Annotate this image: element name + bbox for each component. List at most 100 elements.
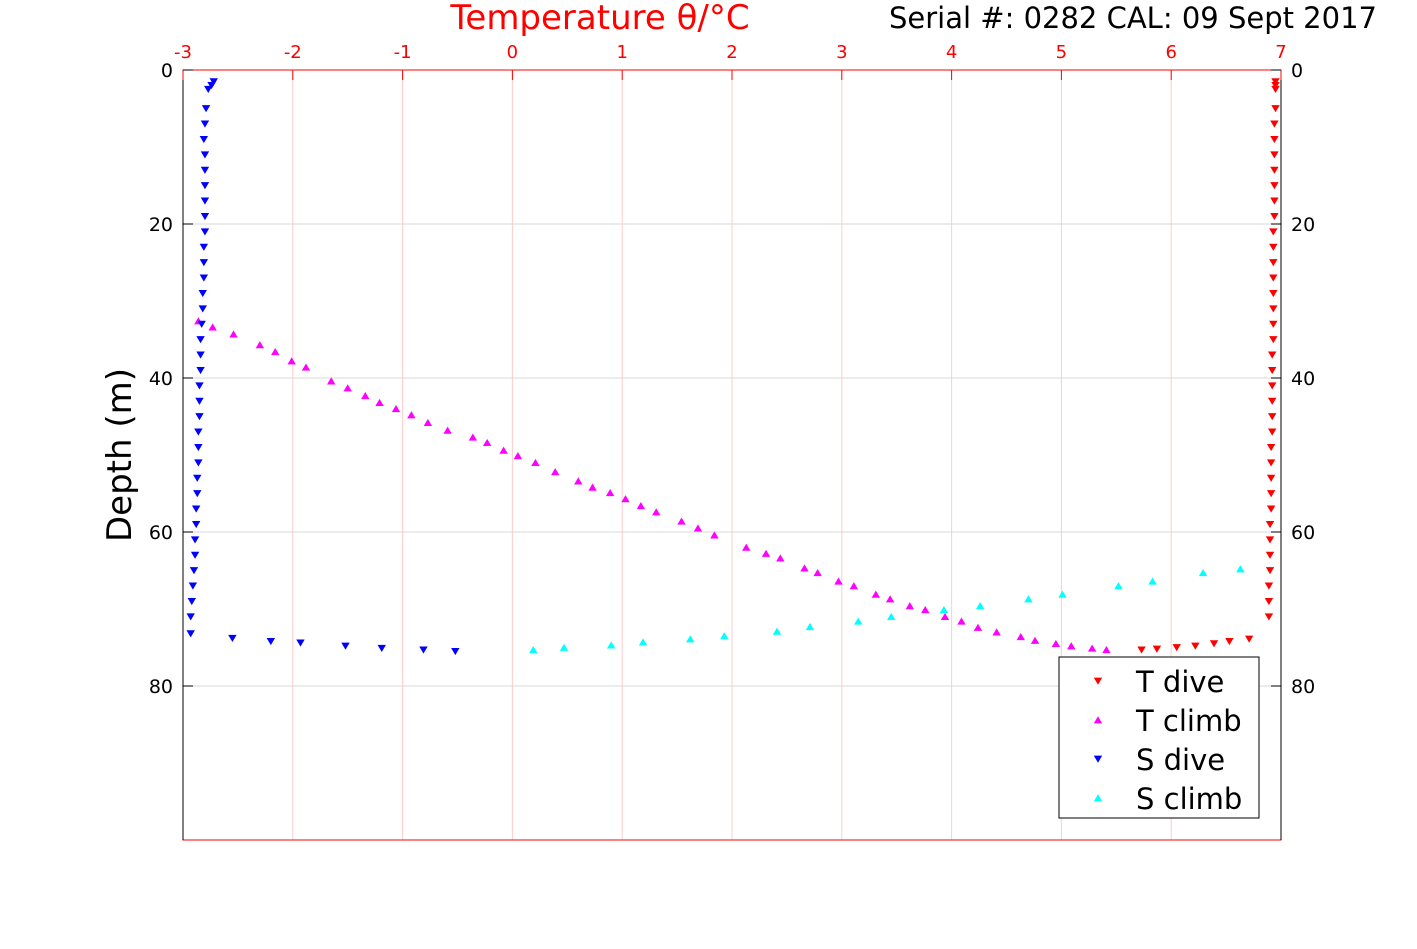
point-t-dive <box>1268 382 1277 390</box>
point-t-climb <box>813 569 822 577</box>
point-s-dive <box>266 637 276 646</box>
point-s-dive <box>200 212 210 221</box>
y-axis-label: Depth (m) <box>100 368 140 542</box>
point-s-dive <box>190 551 200 559</box>
point-t-dive <box>1271 78 1280 86</box>
point-t-dive <box>1266 459 1276 467</box>
y-tick-label-left: 60 <box>149 522 173 544</box>
point-t-dive <box>1152 645 1162 653</box>
chart-title: Temperature θ/°C <box>449 0 749 38</box>
point-t-climb <box>776 554 785 562</box>
legend: T dive T climb S dive S climb <box>1058 656 1260 819</box>
point-t-climb <box>940 612 950 621</box>
x-tick-label: 4 <box>946 42 957 63</box>
point-t-climb <box>574 477 583 485</box>
point-s-dive <box>199 243 209 251</box>
point-t-climb <box>1051 639 1061 648</box>
y-tick-label-right: 60 <box>1291 522 1315 544</box>
point-t-climb <box>605 488 615 497</box>
point-s-dive <box>193 490 202 498</box>
point-t-climb <box>957 617 966 625</box>
point-s-climb <box>1058 590 1067 598</box>
point-t-dive <box>1209 640 1219 648</box>
point-s-dive <box>189 567 199 575</box>
x-tick-label: 2 <box>726 42 737 63</box>
legend-marker-t-climb <box>1093 716 1103 724</box>
point-t-dive <box>1270 135 1279 144</box>
point-t-dive <box>1268 351 1277 359</box>
point-s-dive <box>377 644 386 653</box>
point-t-climb <box>343 384 352 392</box>
point-t-dive <box>1264 582 1274 590</box>
point-s-dive <box>196 351 205 359</box>
point-t-climb <box>677 517 686 525</box>
point-t-dive <box>1266 443 1276 452</box>
point-t-climb <box>588 483 597 491</box>
legend-label-s-dive: S dive <box>1136 743 1225 777</box>
point-s-dive <box>209 78 218 86</box>
point-t-dive <box>1137 646 1146 654</box>
point-t-dive <box>1265 536 1275 544</box>
point-t-dive <box>1191 642 1200 650</box>
point-t-dive <box>1270 212 1279 221</box>
point-t-climb <box>482 438 492 447</box>
legend-label-t-climb: T climb <box>1135 704 1242 738</box>
point-s-dive <box>195 382 204 390</box>
point-s-dive <box>194 428 203 436</box>
legend-marker-s-dive <box>1093 755 1103 763</box>
point-t-climb <box>271 348 280 356</box>
point-s-dive <box>188 582 198 590</box>
point-s-dive <box>195 397 204 405</box>
point-s-dive <box>419 646 428 654</box>
point-t-climb <box>905 602 915 610</box>
point-t-dive <box>1271 105 1280 113</box>
y-tick-label-left: 40 <box>149 368 173 390</box>
point-t-dive <box>1172 644 1181 652</box>
point-t-climb <box>871 590 881 598</box>
point-t-dive <box>1269 289 1278 298</box>
point-t-climb <box>468 433 478 441</box>
point-s-dive <box>200 166 210 174</box>
point-t-climb <box>423 418 433 427</box>
x-tick-label: -3 <box>174 42 192 63</box>
point-s-climb <box>1114 582 1123 590</box>
point-s-climb <box>887 612 896 621</box>
point-t-dive <box>1266 474 1276 482</box>
point-t-dive <box>1269 336 1278 344</box>
point-s-climb <box>854 617 863 625</box>
point-s-climb <box>686 635 695 643</box>
point-t-climb <box>391 405 401 413</box>
point-t-dive <box>1265 551 1275 559</box>
point-t-dive <box>1265 567 1275 575</box>
point-t-dive <box>1270 182 1279 190</box>
point-s-dive <box>296 639 305 647</box>
y-tick-label-left: 0 <box>161 60 173 82</box>
point-s-dive <box>191 505 201 513</box>
point-t-dive <box>1270 197 1279 205</box>
point-s-climb <box>1198 569 1208 577</box>
point-t-dive <box>1269 243 1278 251</box>
point-t-climb <box>921 605 930 614</box>
point-t-climb <box>208 323 217 331</box>
point-s-climb <box>1236 565 1245 573</box>
x-tick-label: 6 <box>1165 42 1176 63</box>
point-s-climb <box>772 627 782 635</box>
point-t-dive <box>1268 428 1277 436</box>
point-t-climb <box>636 502 646 510</box>
point-s-dive <box>451 647 460 656</box>
point-s-dive <box>200 228 210 236</box>
point-t-climb <box>652 508 661 516</box>
point-t-dive <box>1266 505 1276 513</box>
point-t-dive <box>1269 228 1278 236</box>
point-t-dive <box>1268 413 1277 421</box>
x-tick-label: -2 <box>284 42 302 63</box>
point-s-dive <box>198 289 207 298</box>
chart-subtitle: Serial #: 0282 CAL: 09 Sept 2017 <box>889 1 1377 35</box>
point-s-dive <box>191 520 201 529</box>
point-t-climb <box>710 531 719 539</box>
point-t-dive <box>1244 635 1254 643</box>
point-t-dive <box>1270 166 1279 174</box>
point-t-climb <box>499 446 508 454</box>
